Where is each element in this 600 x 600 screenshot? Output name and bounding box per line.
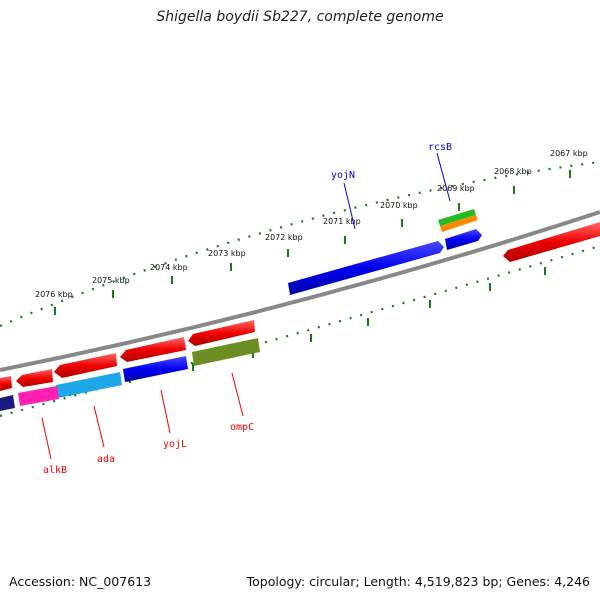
accession-label: Accession: NC_007613: [9, 574, 152, 589]
tick-label-2073: 2073 kbp: [208, 249, 246, 258]
label-connectors: [41, 152, 451, 460]
tick-label-2071: 2071 kbp: [323, 217, 361, 226]
tick-label-2068: 2068 kbp: [494, 167, 532, 176]
gene-reverse-1[interactable]: [503, 222, 600, 262]
gene-label-rcsB[interactable]: rcsB: [428, 142, 452, 153]
gene-reverse-6[interactable]: [0, 376, 12, 391]
gene-rcsB-top[interactable]: [438, 209, 476, 226]
gene-label-yojL[interactable]: yojL: [163, 439, 187, 450]
genome-backbone: [0, 210, 600, 372]
gene-label-ompC[interactable]: ompC: [230, 422, 254, 433]
gene-forward-1[interactable]: [445, 229, 482, 250]
gene-forward-2[interactable]: [0, 395, 15, 411]
map-title: Shigella boydii Sb227, complete genome: [156, 9, 444, 25]
gene-reverse-3[interactable]: [120, 337, 186, 362]
outer-major-ticks: [54, 170, 571, 315]
tick-label-2075: 2075 kbp: [92, 276, 130, 285]
tick-label-2076: 2076 kbp: [35, 290, 73, 299]
tick-label-2070: 2070 kbp: [380, 201, 418, 210]
gene-ompC[interactable]: [192, 338, 260, 366]
gene-reverse-4[interactable]: [54, 353, 117, 378]
tick-label-2067: 2067 kbp: [550, 149, 588, 158]
tick-label-2072: 2072 kbp: [265, 233, 303, 242]
gene-rcsB-bottom[interactable]: [440, 215, 478, 232]
gene-label-alkB[interactable]: alkB: [43, 465, 67, 476]
genome-summary: Topology: circular; Length: 4,519,823 bp…: [246, 574, 590, 589]
gene-yojL[interactable]: [123, 356, 188, 382]
tick-label-2069: 2069 kbp: [437, 184, 475, 193]
gene-label-ada[interactable]: ada: [97, 454, 115, 465]
gene-ada[interactable]: [56, 372, 122, 398]
gene-reverse-2[interactable]: [188, 320, 255, 346]
gene-yojN[interactable]: [288, 241, 444, 295]
gene-reverse-5[interactable]: [16, 369, 53, 387]
tick-label-2074: 2074 kbp: [150, 263, 188, 272]
gene-alkB[interactable]: [18, 386, 59, 406]
gene-label-yojN[interactable]: yojN: [331, 170, 355, 181]
